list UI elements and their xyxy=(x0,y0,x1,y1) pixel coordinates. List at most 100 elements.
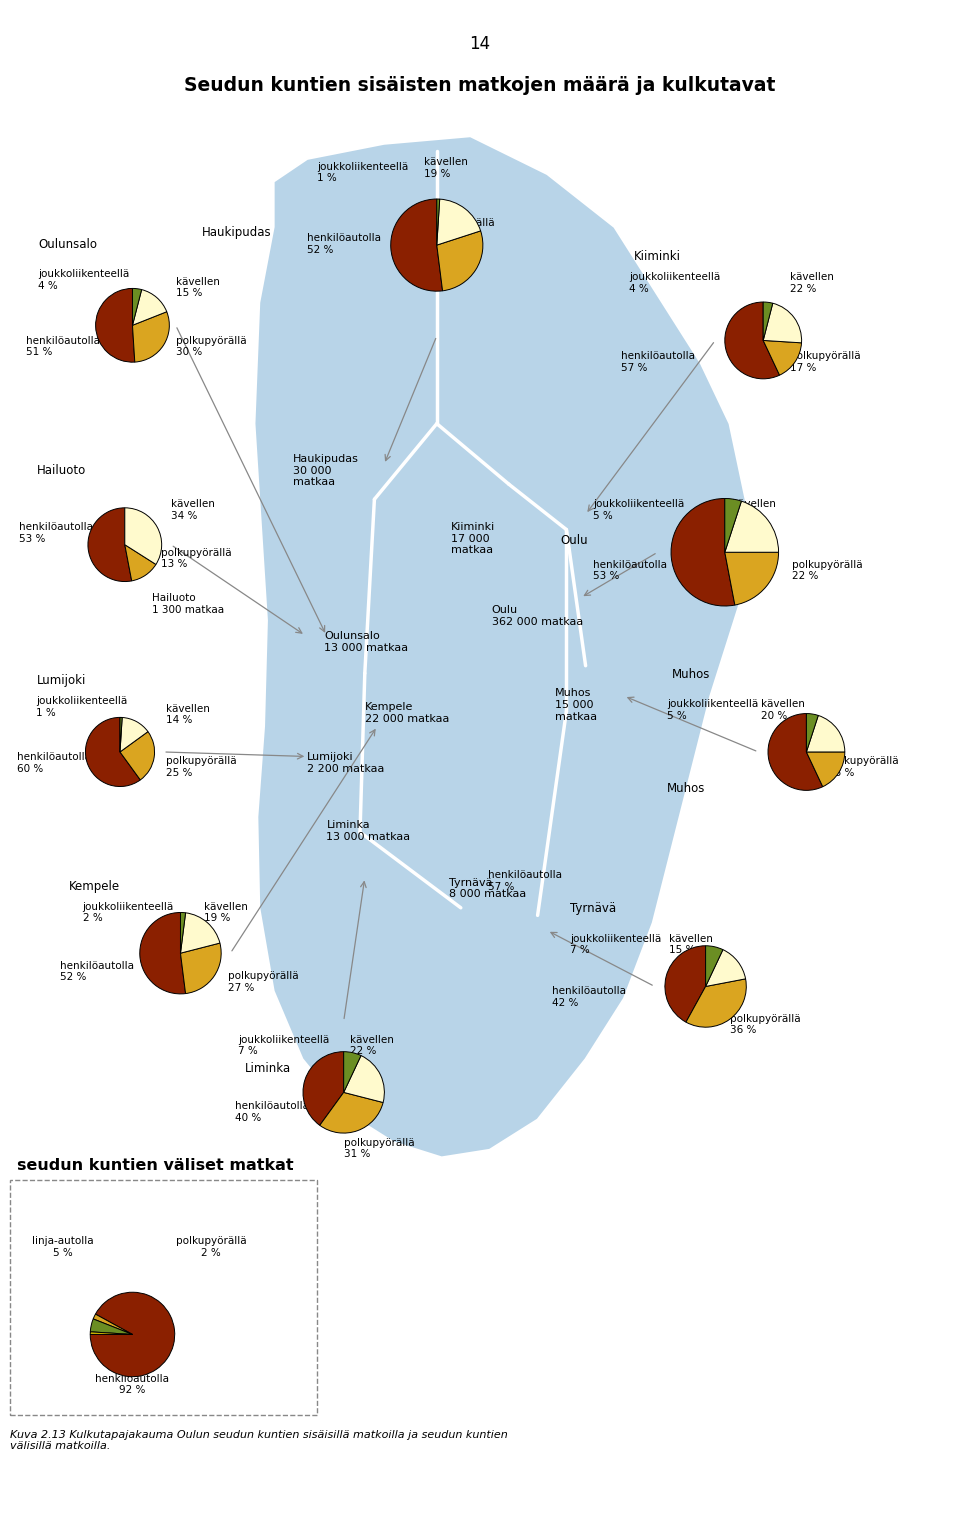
Text: kävellen
19 %: kävellen 19 % xyxy=(424,157,468,179)
Polygon shape xyxy=(254,136,749,1157)
Text: Muhos: Muhos xyxy=(667,782,706,796)
Bar xyxy=(10,1180,317,1415)
Wedge shape xyxy=(85,717,140,787)
Wedge shape xyxy=(806,714,818,752)
Wedge shape xyxy=(303,1052,344,1126)
Text: Hailuoto: Hailuoto xyxy=(36,463,85,477)
Text: Liminka: Liminka xyxy=(245,1062,291,1076)
Wedge shape xyxy=(120,732,155,779)
Text: kävellen
20 %: kävellen 20 % xyxy=(732,499,776,520)
Text: Oulunsalo
13 000 matkaa: Oulunsalo 13 000 matkaa xyxy=(324,631,409,652)
Text: Haukipudas
30 000
matkaa: Haukipudas 30 000 matkaa xyxy=(293,454,359,487)
Text: kävellen
15 %: kävellen 15 % xyxy=(669,934,713,955)
Wedge shape xyxy=(763,303,773,340)
Text: polkupyörällä
13 %: polkupyörällä 13 % xyxy=(161,548,232,569)
Wedge shape xyxy=(437,200,481,245)
Wedge shape xyxy=(768,714,823,790)
Text: Lumijoki: Lumijoki xyxy=(36,673,85,687)
Wedge shape xyxy=(90,1292,175,1377)
Wedge shape xyxy=(125,508,161,564)
Wedge shape xyxy=(391,200,443,290)
Text: joukkoliikenteellä
7 %: joukkoliikenteellä 7 % xyxy=(238,1035,329,1056)
Wedge shape xyxy=(665,946,706,1023)
Text: Liminka
13 000 matkaa: Liminka 13 000 matkaa xyxy=(326,820,411,841)
Text: polkupyörällä
22 %: polkupyörällä 22 % xyxy=(792,560,863,581)
Text: Seudun kuntien sisäisten matkojen määrä ja kulkutavat: Seudun kuntien sisäisten matkojen määrä … xyxy=(184,76,776,95)
Text: polkupyörällä
36 %: polkupyörällä 36 % xyxy=(730,1014,801,1035)
Text: Hailuoto
1 300 matkaa: Hailuoto 1 300 matkaa xyxy=(152,593,224,614)
Text: polkupyörällä
27 %: polkupyörällä 27 % xyxy=(228,971,300,993)
Wedge shape xyxy=(180,943,221,994)
Wedge shape xyxy=(725,501,779,552)
Wedge shape xyxy=(806,752,845,787)
Text: henkilöautolla
42 %: henkilöautolla 42 % xyxy=(552,986,626,1008)
Wedge shape xyxy=(763,303,802,343)
Text: joukkoliikenteellä
5 %: joukkoliikenteellä 5 % xyxy=(667,699,758,720)
Text: 14: 14 xyxy=(469,35,491,53)
Text: Haukipudas: Haukipudas xyxy=(202,225,272,239)
Text: kävellen
34 %: kävellen 34 % xyxy=(171,499,215,520)
Wedge shape xyxy=(725,498,741,552)
Wedge shape xyxy=(706,946,723,986)
Text: kävellen
15 %: kävellen 15 % xyxy=(176,277,220,298)
Wedge shape xyxy=(140,912,185,994)
Wedge shape xyxy=(120,717,148,752)
Text: henkilöautolla
60 %: henkilöautolla 60 % xyxy=(17,752,91,773)
Wedge shape xyxy=(320,1092,383,1133)
Wedge shape xyxy=(132,289,167,325)
Text: Kuva 2.13 Kulkutapajakauma Oulun seudun kuntien sisäisillä matkoilla ja seudun k: Kuva 2.13 Kulkutapajakauma Oulun seudun … xyxy=(10,1430,507,1451)
Wedge shape xyxy=(437,231,483,290)
Text: polkupyörällä
28 %: polkupyörällä 28 % xyxy=(424,218,495,239)
Text: polkupyörällä
18 %: polkupyörällä 18 % xyxy=(828,756,900,778)
Wedge shape xyxy=(725,552,779,605)
Text: henkilöautolla
52 %: henkilöautolla 52 % xyxy=(307,233,381,254)
Wedge shape xyxy=(96,289,134,362)
Text: joukkoliikenteellä
2 %: joukkoliikenteellä 2 % xyxy=(83,902,174,923)
Text: joukkoliikenteellä
7 %: joukkoliikenteellä 7 % xyxy=(570,934,661,955)
Text: Tyrnävä
8 000 matkaa: Tyrnävä 8 000 matkaa xyxy=(449,878,526,899)
Wedge shape xyxy=(90,1331,132,1334)
Wedge shape xyxy=(437,200,440,245)
Text: Kempele: Kempele xyxy=(69,879,120,893)
Wedge shape xyxy=(125,545,156,581)
Text: kävellen
19 %: kävellen 19 % xyxy=(204,902,249,923)
Text: joukkoliikenteellä
4 %: joukkoliikenteellä 4 % xyxy=(629,272,720,294)
Text: Kiiminki: Kiiminki xyxy=(634,250,681,263)
Wedge shape xyxy=(806,716,845,752)
Text: Oulu
362 000 matkaa: Oulu 362 000 matkaa xyxy=(492,605,583,626)
Text: Kiiminki
17 000
matkaa: Kiiminki 17 000 matkaa xyxy=(451,522,495,555)
Wedge shape xyxy=(88,508,132,581)
Wedge shape xyxy=(706,950,746,986)
Text: polkupyörällä
2 %: polkupyörällä 2 % xyxy=(176,1236,247,1257)
Text: joukkoliikenteellä
1 %: joukkoliikenteellä 1 % xyxy=(317,162,408,183)
Text: henkilöautolla
57 %: henkilöautolla 57 % xyxy=(621,351,695,372)
Wedge shape xyxy=(671,498,734,607)
Text: kävellen
20 %: kävellen 20 % xyxy=(761,699,805,720)
Wedge shape xyxy=(90,1319,132,1334)
Text: henkilöautolla
51 %: henkilöautolla 51 % xyxy=(26,336,100,357)
Text: henkilöautolla
40 %: henkilöautolla 40 % xyxy=(235,1101,309,1123)
Text: Oulunsalo: Oulunsalo xyxy=(38,238,97,251)
Wedge shape xyxy=(120,717,122,752)
Text: linja-autolla
5 %: linja-autolla 5 % xyxy=(32,1236,93,1257)
Wedge shape xyxy=(132,312,169,362)
Wedge shape xyxy=(180,912,185,953)
Wedge shape xyxy=(686,979,746,1027)
Text: Lumijoki
2 200 matkaa: Lumijoki 2 200 matkaa xyxy=(307,752,385,773)
Wedge shape xyxy=(725,303,780,378)
Text: Oulu: Oulu xyxy=(560,534,588,546)
Text: Tyrnävä: Tyrnävä xyxy=(570,902,616,915)
Text: henkilöautolla
57 %: henkilöautolla 57 % xyxy=(488,870,562,891)
Wedge shape xyxy=(180,912,220,953)
Text: seudun kuntien väliset matkat: seudun kuntien väliset matkat xyxy=(17,1157,294,1173)
Text: polkupyörällä
31 %: polkupyörällä 31 % xyxy=(344,1138,415,1159)
Wedge shape xyxy=(344,1056,384,1103)
Text: joukkoliikenteellä
4 %: joukkoliikenteellä 4 % xyxy=(38,269,130,290)
Text: joukkoliikenteellä
5 %: joukkoliikenteellä 5 % xyxy=(593,499,684,520)
Text: Muhos
15 000
matkaa: Muhos 15 000 matkaa xyxy=(555,688,597,722)
Wedge shape xyxy=(344,1052,361,1092)
Text: henkilöautolla
53 %: henkilöautolla 53 % xyxy=(593,560,667,581)
Text: polkupyörällä
25 %: polkupyörällä 25 % xyxy=(166,756,237,778)
Text: henkilöautolla
52 %: henkilöautolla 52 % xyxy=(60,961,133,982)
Wedge shape xyxy=(132,289,142,325)
